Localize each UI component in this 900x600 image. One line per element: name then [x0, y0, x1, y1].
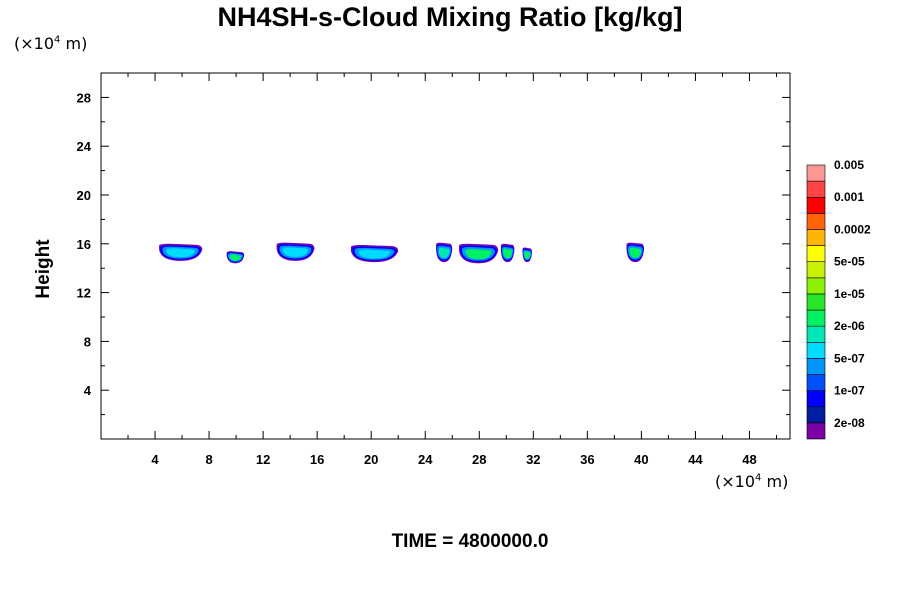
cloud-blob — [500, 243, 515, 263]
y-tick-label: 20 — [77, 188, 91, 203]
chart-title: NH4SH-s-Cloud Mixing Ratio [kg/kg] — [217, 2, 683, 32]
x-tick-label: 28 — [472, 452, 486, 467]
x-tick-label: 4 — [151, 452, 159, 467]
cloud-blob — [626, 242, 645, 263]
cloud-contour-layer — [465, 248, 492, 260]
cloud-blob — [459, 243, 499, 264]
x-unit-prefix: (×10 — [715, 472, 756, 491]
x-tick-label: 16 — [310, 452, 324, 467]
cloud-contour-layer — [629, 247, 642, 258]
cloud-blob — [159, 243, 203, 261]
colorbar-swatch — [806, 213, 826, 230]
x-tick-label: 24 — [418, 452, 433, 467]
colorbar-swatch — [806, 245, 826, 263]
cloud-blob — [226, 251, 245, 264]
colorbar-swatch — [806, 277, 826, 295]
colorbar-label: 0.005 — [834, 158, 864, 172]
y-axis-unit: (×104 m) — [14, 34, 87, 53]
colorbar-label: 0.001 — [834, 190, 864, 204]
y-tick-label: 16 — [77, 237, 91, 252]
colorbar-swatch — [806, 229, 826, 246]
x-tick-label: 32 — [526, 452, 540, 467]
time-label: TIME = 4800000.0 — [391, 531, 549, 552]
cloud-contour-layer — [358, 249, 391, 259]
y-unit-suffix: m) — [60, 34, 88, 53]
colorbar-label: 5e-05 — [834, 255, 865, 269]
x-tick-label: 8 — [205, 452, 212, 467]
cloud-blob — [522, 247, 532, 263]
x-unit-exponent: 4 — [755, 472, 762, 484]
colorbar-label: 2e-08 — [834, 416, 865, 430]
x-unit-suffix: m) — [761, 472, 789, 491]
cloud-contour-layer — [283, 247, 309, 257]
cloud-contour-layer — [503, 248, 513, 259]
colorbar-swatch — [806, 196, 826, 214]
colorbar-label: 2e-06 — [834, 319, 865, 333]
cloud-contour-layer — [166, 248, 195, 258]
y-tick-label: 4 — [84, 383, 92, 398]
colorbar-swatch — [806, 325, 826, 343]
x-tick-label: 36 — [580, 452, 594, 467]
cloud-blob — [276, 242, 315, 261]
x-tick-label: 48 — [742, 452, 756, 467]
y-tick-label: 12 — [77, 286, 91, 301]
x-tick-label: 40 — [634, 452, 648, 467]
y-unit-prefix: (×10 — [14, 34, 55, 53]
cloud-layer — [159, 242, 645, 264]
cloud-contour-layer — [438, 247, 450, 258]
colorbar-label: 1e-05 — [834, 287, 865, 301]
colorbar-swatch — [806, 261, 826, 279]
x-axis-unit: (×104 m) — [715, 472, 788, 491]
colorbar-swatch — [806, 164, 826, 182]
colorbar-label: 0.0002 — [834, 222, 871, 236]
y-unit-exponent: 4 — [54, 34, 61, 46]
colorbar-swatch — [806, 341, 826, 359]
cloud-contour-layer — [524, 251, 531, 259]
colorbar-label: 1e-07 — [834, 384, 865, 398]
y-tick-label: 28 — [77, 90, 91, 105]
x-tick-label: 20 — [364, 452, 378, 467]
colorbar-swatch — [806, 293, 826, 311]
colorbar-swatch — [806, 406, 826, 424]
x-tick-label: 44 — [688, 452, 703, 467]
colorbar-swatch — [806, 374, 826, 391]
colorbar-swatch — [806, 180, 826, 198]
y-tick-label: 24 — [77, 139, 92, 154]
colorbar-swatch — [806, 358, 826, 375]
colorbar-swatch — [806, 390, 826, 408]
y-tick-label: 8 — [84, 334, 91, 349]
cloud-blob — [350, 245, 399, 263]
cloud-blob — [436, 242, 453, 263]
colorbar-label: 5e-07 — [834, 351, 865, 365]
colorbar: 2e-08 1e-07 5e-07 2e-06 1e-05 5e-05 0.0002 0.00… — [806, 158, 871, 440]
x-tick-label: 12 — [256, 452, 270, 467]
colorbar-swatch — [806, 422, 826, 440]
cloud-contour-layer — [229, 254, 242, 261]
colorbar-swatch — [806, 309, 826, 327]
